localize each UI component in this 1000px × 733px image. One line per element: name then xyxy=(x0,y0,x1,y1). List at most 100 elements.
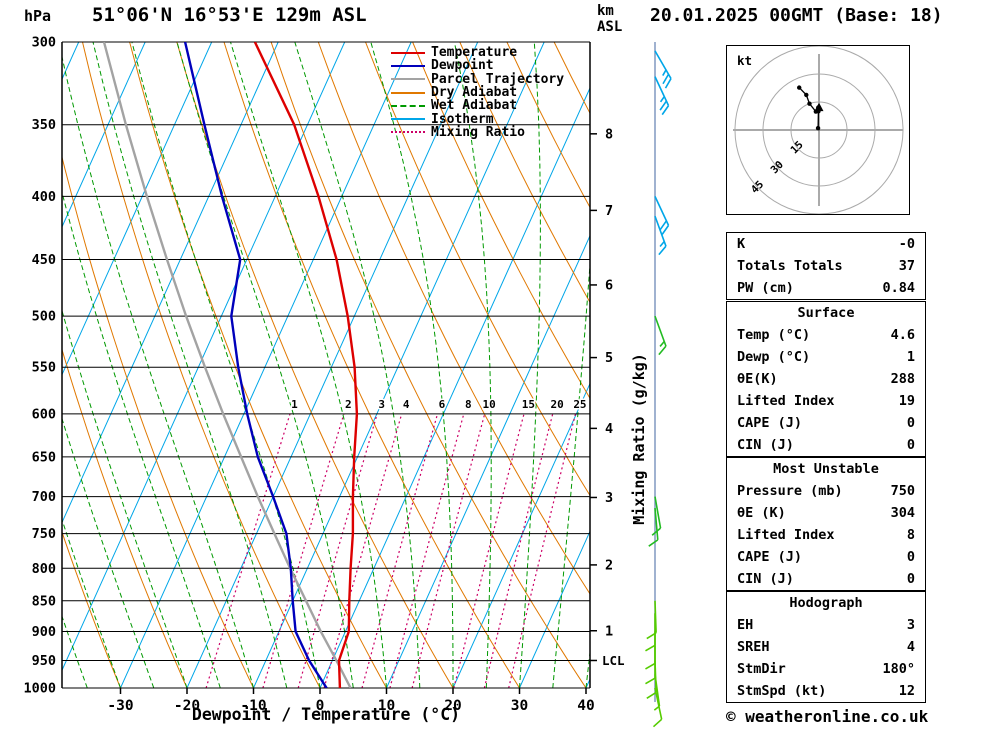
table-title: Surface xyxy=(797,305,855,321)
pressure-tick-label: 400 xyxy=(32,189,56,205)
temp-tick-label: -30 xyxy=(107,698,133,714)
table-row: CAPE (J) 0 xyxy=(727,546,925,568)
row-value: 180° xyxy=(882,661,915,677)
row-value: -0 xyxy=(898,236,915,252)
mixing-ratio-label: 20 xyxy=(551,398,564,411)
x-axis-title: Dewpoint / Temperature (°C) xyxy=(191,705,461,724)
pressure-tick-label: 1000 xyxy=(23,681,56,697)
km-tick-label: 1 xyxy=(605,623,613,639)
table-row: Lifted Index 8 xyxy=(727,524,925,546)
isotherms xyxy=(62,42,590,688)
km-tick-label: 2 xyxy=(605,557,613,573)
mixing-ratio-labels: 1 2 3 4 6 8 10 15 20 25 xyxy=(290,397,588,413)
axis-labels: 3003504004505005506006507007508008509009… xyxy=(23,35,594,715)
pressure-unit-label: hPa xyxy=(24,7,52,25)
legend-label: Parcel Trajectory xyxy=(431,71,565,87)
table-row: StmSpd (kt) 12 xyxy=(727,680,925,702)
hodograph-trace-point xyxy=(797,85,802,90)
row-value: 288 xyxy=(890,371,915,387)
row-value: 0 xyxy=(906,415,915,431)
pressure-tick-label: 750 xyxy=(32,526,56,542)
table-row: CIN (J) 0 xyxy=(727,434,925,456)
asl-label: ASL xyxy=(597,19,623,35)
legend-line-sample xyxy=(391,91,425,94)
temperature-curve xyxy=(253,42,359,688)
legend-line-sample xyxy=(391,131,425,134)
station-title: 51°06'N 16°53'E 129m ASL xyxy=(92,4,367,26)
temp-tick-label: 30 xyxy=(511,698,528,714)
mixing-ratio-label: 6 xyxy=(439,398,446,411)
row-label: StmDir xyxy=(737,661,786,677)
storm-motion-marker xyxy=(814,102,824,112)
hodograph-trace-point xyxy=(807,101,812,106)
temp-tick-label: 40 xyxy=(577,698,594,714)
row-label: Temp (°C) xyxy=(737,327,811,343)
legend-label: Dry Adiabat xyxy=(431,85,518,101)
mixing-ratio-label: 15 xyxy=(522,398,535,411)
mixing-ratio-axis-title: Mixing Ratio (g/kg) xyxy=(630,353,648,525)
row-label: Totals Totals xyxy=(737,258,843,274)
mixing-ratio-label: 4 xyxy=(403,398,410,411)
mixing-ratio-label: 3 xyxy=(378,398,385,411)
row-value: 19 xyxy=(898,393,915,409)
mixing-ratio-label: 8 xyxy=(465,398,472,411)
row-value: 8 xyxy=(906,527,915,543)
table-title: Hodograph xyxy=(789,595,863,611)
sounding-curves xyxy=(102,42,359,688)
legend-label: Dewpoint xyxy=(431,58,494,74)
mixing-ratio-label: 10 xyxy=(483,398,496,411)
height-axis: 1 2 3 4 5 6 7 8 LCL xyxy=(590,126,625,668)
row-value: 1 xyxy=(906,349,915,365)
legend-label: Mixing Ratio xyxy=(431,124,525,140)
row-label: PW (cm) xyxy=(737,280,794,296)
pressure-gridlines xyxy=(61,41,591,689)
pressure-tick-label: 350 xyxy=(32,117,56,133)
hodograph-ring xyxy=(762,73,876,187)
table-row: Totals Totals 37 xyxy=(727,255,925,277)
row-value: 0 xyxy=(906,571,915,587)
surface-table: Surface Temp (°C) 4.6 Dewp (°C) 1 θE(K) 288 Lif… xyxy=(726,301,926,457)
legend-line-sample xyxy=(391,51,425,54)
temp-tick-label: 10 xyxy=(378,698,395,714)
table-row: θE (K) 304 xyxy=(727,502,925,524)
hodograph-ring xyxy=(790,101,848,159)
pressure-tick-label: 650 xyxy=(32,449,56,465)
row-label: EH xyxy=(737,617,754,633)
pressure-tick-label: 950 xyxy=(32,653,56,669)
km-tick-label: 4 xyxy=(605,421,613,437)
row-value: 750 xyxy=(890,483,915,499)
most-unstable-table: Most Unstable Pressure (mb) 750 θE (K) 304 Li… xyxy=(726,457,926,591)
table-row: K -0 xyxy=(727,233,925,255)
pressure-tick-label: 500 xyxy=(32,309,56,325)
table-row: θE(K) 288 xyxy=(727,368,925,390)
row-value: 0 xyxy=(906,437,915,453)
legend-label: Temperature xyxy=(431,45,518,61)
row-label: K xyxy=(737,236,746,252)
pressure-tick-label: 700 xyxy=(32,489,56,505)
pressure-tick-label: 550 xyxy=(32,360,56,376)
table-row: CIN (J) 0 xyxy=(727,568,925,590)
legend-item: Mixing Ratio xyxy=(391,124,564,140)
km-tick-label: 7 xyxy=(605,203,613,219)
hodograph-ring-label: 15 xyxy=(788,139,805,156)
lcl-label: LCL xyxy=(602,653,625,668)
table-row: Pressure (mb) 750 xyxy=(727,480,925,502)
indices-table: K -0 Totals Totals 37 PW (cm) 0.84 xyxy=(726,232,926,300)
legend-item: Dewpoint xyxy=(391,58,564,74)
row-label: SREH xyxy=(737,639,770,655)
pressure-tick-label: 850 xyxy=(32,593,56,609)
pressure-tick-label: 800 xyxy=(32,561,56,577)
temp-tick-label: 0 xyxy=(316,698,325,714)
legend-item: Dry Adiabat xyxy=(391,85,564,101)
row-label: CIN (J) xyxy=(737,571,794,587)
pressure-tick-label: 300 xyxy=(32,35,56,51)
hodograph-trace-point xyxy=(804,92,809,98)
row-label: Dewp (°C) xyxy=(737,349,811,365)
table-row: SREH 4 xyxy=(727,636,925,658)
km-tick-label: 5 xyxy=(605,350,613,366)
hodograph-trace-point xyxy=(815,125,821,131)
row-value: 4 xyxy=(906,639,915,655)
row-label: θE(K) xyxy=(737,371,778,387)
row-label: CIN (J) xyxy=(737,437,794,453)
